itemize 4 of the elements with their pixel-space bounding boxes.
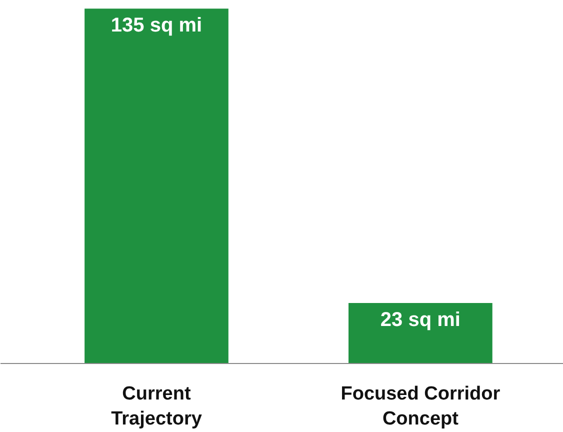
x-tick-label: Current Trajectory: [111, 384, 202, 430]
data-label: 135 sq mi: [110, 14, 202, 37]
data-label: 23 sq mi: [380, 309, 460, 332]
x-tick-label: Focused Corridor Concept: [340, 384, 501, 430]
